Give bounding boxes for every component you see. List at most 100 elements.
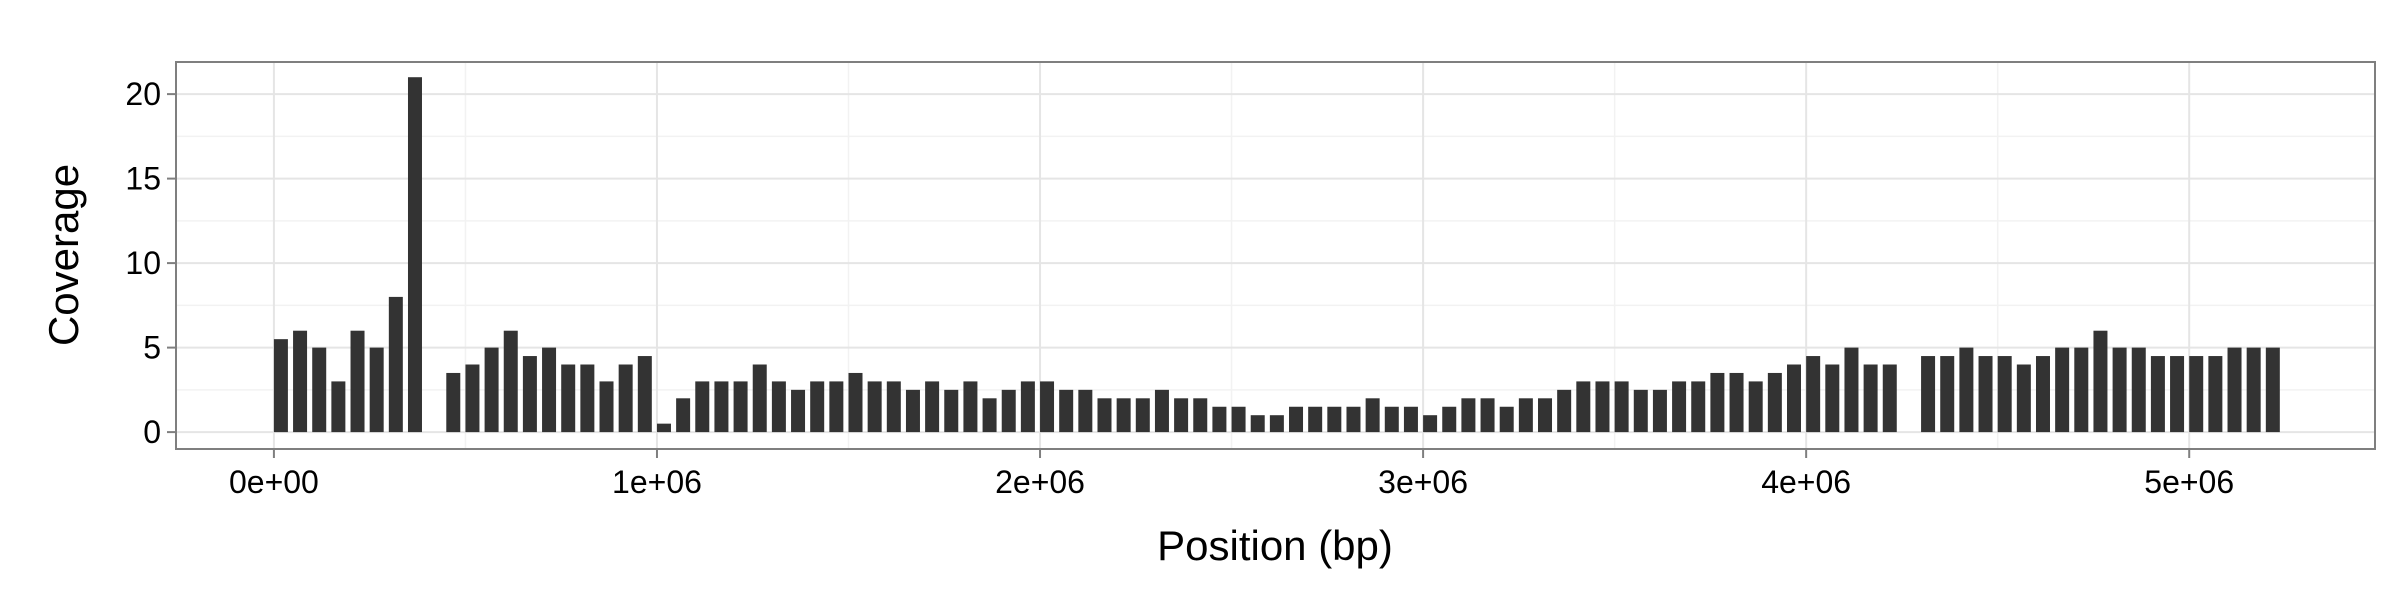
bar [1825, 364, 1840, 433]
bar [1806, 356, 1821, 433]
bar [1710, 372, 1725, 433]
bar [1308, 406, 1323, 433]
bar [1997, 356, 2012, 433]
bar [1538, 398, 1553, 433]
bar [925, 381, 940, 433]
bar [2112, 347, 2127, 433]
bar [944, 389, 959, 433]
bar [599, 381, 614, 433]
bar [1365, 398, 1380, 433]
bar [1001, 389, 1016, 433]
y-tick-label: 0 [143, 414, 161, 450]
bar [1633, 389, 1648, 433]
bar [580, 364, 595, 433]
bar [2035, 356, 2050, 433]
bar [695, 381, 710, 433]
axes: 0 5 10 15 20 0e+00 1e+06 2e+06 3e+06 4e+06 5e+06 [125, 76, 2234, 500]
bar [1269, 415, 1284, 433]
bar [1614, 381, 1629, 433]
bar [1403, 406, 1418, 433]
bar [293, 330, 308, 433]
x-tick-label: 0e+00 [229, 464, 319, 500]
y-tick-label: 15 [125, 161, 161, 197]
bar [676, 398, 691, 433]
bar [2093, 330, 2108, 433]
bar [1729, 372, 1744, 433]
bar [2227, 347, 2242, 433]
bar [867, 381, 882, 433]
bar [1691, 381, 1706, 433]
x-tick-label: 5e+06 [2144, 464, 2234, 500]
bar [331, 381, 346, 433]
bar [1250, 415, 1265, 433]
bar [1959, 347, 1974, 433]
bars [273, 77, 2280, 433]
bar [503, 330, 518, 433]
bar [2016, 364, 2031, 433]
bar [905, 389, 920, 433]
bar [1078, 389, 1093, 433]
bar [407, 77, 422, 433]
bar [350, 330, 365, 433]
bar [1212, 406, 1227, 433]
x-axis-title: Position (bp) [1157, 522, 1393, 569]
plot-frame [175, 61, 2376, 450]
bar [2246, 347, 2261, 433]
bar [1116, 398, 1131, 433]
bar [656, 423, 671, 433]
bar [963, 381, 978, 433]
bar [465, 364, 480, 433]
bar [1327, 406, 1342, 433]
bar [1595, 381, 1610, 433]
bar [2189, 356, 2204, 433]
bar [561, 364, 576, 433]
bar [388, 296, 403, 433]
bar [982, 398, 997, 433]
bar [1748, 381, 1763, 433]
bar [733, 381, 748, 433]
bar [1863, 364, 1878, 433]
x-tick-label: 4e+06 [1761, 464, 1851, 500]
bar [2208, 356, 2223, 433]
bar [1480, 398, 1495, 433]
bar [1787, 364, 1802, 433]
bar [1154, 389, 1169, 433]
bar [1557, 389, 1572, 433]
bar [1844, 347, 1859, 433]
bar [446, 372, 461, 433]
bar [1193, 398, 1208, 433]
bar [1499, 406, 1514, 433]
bar [1576, 381, 1591, 433]
bar [1174, 398, 1189, 433]
y-tick-label: 10 [125, 245, 161, 281]
bar [1921, 356, 1936, 433]
bar [1289, 406, 1304, 433]
bar [1882, 364, 1897, 433]
bar [369, 347, 384, 433]
x-tick-label: 3e+06 [1378, 464, 1468, 500]
y-tick-label: 20 [125, 76, 161, 112]
bar [2170, 356, 2185, 433]
bar [1442, 406, 1457, 433]
bar [1672, 381, 1687, 433]
bar [714, 381, 729, 433]
bar [2150, 356, 2165, 433]
bar [522, 356, 537, 433]
bar [791, 389, 806, 433]
bar [1767, 372, 1782, 433]
bar [1652, 389, 1667, 433]
bar [752, 364, 767, 433]
bar [542, 347, 557, 433]
bar [848, 372, 863, 433]
bar [1231, 406, 1246, 433]
bar [886, 381, 901, 433]
bar [1518, 398, 1533, 433]
bar [273, 339, 288, 433]
y-axis-title: Coverage [40, 164, 87, 346]
bar [618, 364, 633, 433]
y-tick-label: 5 [143, 330, 161, 366]
bar [2055, 347, 2070, 433]
bar [1461, 398, 1476, 433]
